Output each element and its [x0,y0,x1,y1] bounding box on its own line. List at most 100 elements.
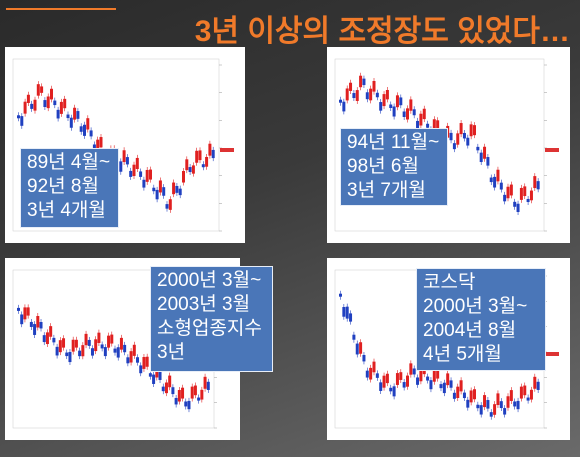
candle-body [355,90,359,101]
candle-body [165,204,169,209]
plot-frame [334,58,545,232]
candle-body [385,373,389,384]
box-line: 코스닥 [423,272,476,293]
chart-image [12,269,229,429]
candle-body [36,316,40,328]
candle-body [536,381,540,390]
candle-body [516,400,520,410]
candle-body [162,187,166,196]
candle-body [426,376,430,381]
candle-body [208,143,212,156]
candle-body [178,188,182,196]
candle-body [201,164,205,168]
candle-body [181,387,185,399]
candle-body [198,150,202,161]
box-line: 89년 4월~ [27,152,111,173]
candle-body [50,88,53,100]
candle-body [442,382,446,394]
candle-body [382,94,386,107]
box-line: 4년 5개월 [423,344,502,365]
candle-body [449,132,453,141]
candle-body [406,108,409,120]
candle-body [205,156,209,167]
candle-body [349,82,353,91]
candle-body [87,339,91,346]
candle-body [339,293,342,297]
box-line: 소형업종지수 [157,318,262,339]
candle-body [158,180,162,193]
candle-body [469,390,473,403]
candle-body [466,399,470,408]
candle-body [372,361,376,373]
candle-body [55,346,59,356]
candle-body [139,365,143,374]
box-line: 2004년 8월 [423,320,517,341]
candle-body [97,332,101,343]
candle-body [190,386,194,399]
candle-body [519,187,523,200]
box-line: 2003년 3월 [157,294,251,315]
candle-body [449,380,453,388]
candle-body [483,146,487,159]
candle-body [369,88,373,101]
candle-body [155,189,159,200]
candle-body [132,344,136,356]
box-line: 94년 11월~ [347,132,440,153]
candle-body [523,186,527,197]
candle-body [135,157,139,170]
candle-body [375,92,379,98]
candle-body [506,186,510,199]
candle-body [379,102,383,111]
candle-body [395,373,399,385]
candle-body [379,382,383,391]
candle-body [152,187,156,192]
candle-body [184,401,188,407]
candle-body [81,345,85,357]
candle-body [503,194,507,202]
candle-body [172,182,176,195]
candle-body [402,382,406,388]
candle-body [30,103,34,109]
candle-body [168,375,172,388]
candle-body [63,98,67,109]
candle-body [65,352,69,357]
text-box: 94년 11월~ 98년 6월 3년 7개월 [340,128,448,206]
plot-frame [12,58,220,232]
candle-body [362,78,366,86]
candle-body [20,314,24,325]
candle-body [473,125,476,136]
candle-body [456,133,460,145]
candle-body [412,109,416,116]
box-line: 2000년 3월~ [423,296,528,317]
candle-body [392,106,396,117]
candle-body [40,86,44,93]
candle-body [174,397,178,405]
candle-body [33,99,37,111]
candle-body [496,393,500,406]
candle-body [17,115,20,119]
candle-body [142,357,146,369]
candle-body [369,367,373,380]
text-box: 2000년 3월~ 2003년 3월 소형업종지수 3년 [150,266,273,372]
candle-body [107,335,111,348]
candle-body [432,119,436,132]
candle-body [499,401,503,409]
candle-body [489,412,493,417]
candle-body [419,369,423,382]
candle-body [45,332,49,345]
price-marker [545,148,559,152]
candle-body [73,107,77,120]
box-line: 98년 6월 [347,156,419,177]
candle-body [459,380,463,392]
candle-body [161,386,165,392]
candle-body [426,123,430,128]
candle-body [66,114,70,119]
box-line: 3년 4개월 [27,200,106,221]
candle-body [436,120,440,130]
box-line: 2000년 3월~ [157,270,262,291]
candle-body [419,113,423,126]
candle-body [493,404,497,415]
candle-body [89,130,93,137]
candle-body [39,322,43,329]
candle-body [145,169,149,182]
